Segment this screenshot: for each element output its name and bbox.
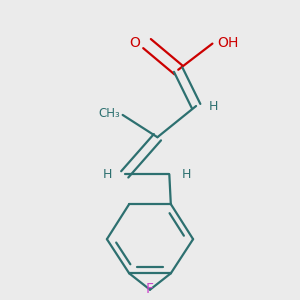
Text: O: O <box>217 36 228 50</box>
Text: H: H <box>209 100 219 113</box>
Text: H: H <box>228 36 238 50</box>
Text: CH₃: CH₃ <box>98 107 120 120</box>
Text: H: H <box>182 168 191 181</box>
Text: O: O <box>129 36 140 50</box>
Text: H: H <box>103 168 112 181</box>
Text: F: F <box>146 282 154 296</box>
